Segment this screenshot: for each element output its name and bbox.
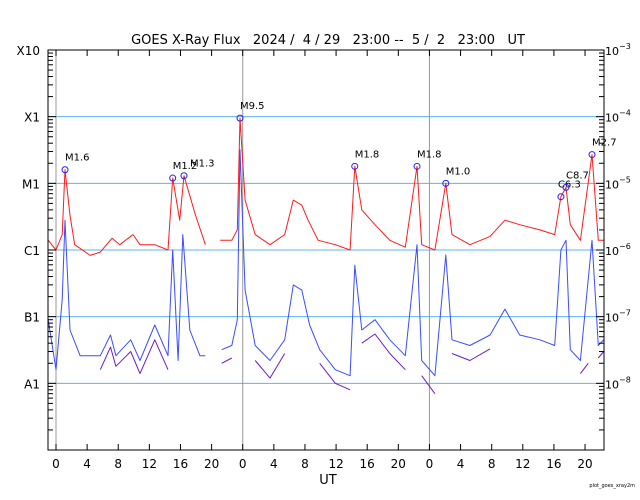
y-tick-label-left: A1	[24, 377, 40, 391]
x-tick-label: 4	[270, 457, 278, 471]
footer-label: plot_goes_xray2m	[589, 483, 635, 489]
x-tick-label: 0	[239, 457, 247, 471]
x-tick-label: 8	[114, 457, 122, 471]
x-tick-label: 4	[83, 457, 91, 471]
grid-lines	[48, 50, 604, 450]
y-tick-label-right: 10−6	[605, 242, 631, 258]
y-tick-exponent: −4	[619, 109, 631, 118]
flare-label: M9.5	[240, 101, 265, 112]
y-tick-label-right: 10−8	[605, 375, 631, 391]
flare-label: M1.0	[446, 166, 471, 177]
y-tick-exponent: −3	[619, 42, 631, 51]
flare-marker	[351, 162, 359, 170]
flare-label: C6.3	[558, 180, 581, 191]
flare-marker	[413, 162, 421, 170]
y-tick-exponent: −7	[619, 309, 631, 318]
y-tick-exponent: −6	[619, 242, 631, 251]
x-tick-label: 4	[457, 457, 465, 471]
x-tick-label: 8	[488, 457, 496, 471]
y-tick-label-left: X1	[24, 111, 40, 125]
x-tick-label: 20	[577, 457, 592, 471]
axes: 0 4 8 12 16 20 0 4 8 12 16 20 0 4 8 12 16 20 X10 X1 M1 C1 B1 A1…	[17, 42, 631, 471]
flare-label: M1.3	[190, 159, 215, 170]
flare-marker	[442, 179, 450, 187]
x-tick-label: 12	[328, 457, 343, 471]
x-tick-label: 0	[52, 457, 60, 471]
flare-marker	[180, 172, 188, 180]
series-group	[47, 117, 605, 394]
x-tick-label: 16	[360, 457, 375, 471]
y-tick-label-left: C1	[24, 244, 40, 258]
flare-marker	[169, 174, 177, 182]
flare-marker	[61, 166, 69, 174]
y-tick-label-left: X10	[17, 44, 41, 58]
x-tick-label: 8	[301, 457, 309, 471]
flare-markers: M1.6M1.2M1.3M9.5M1.8 M1.8M1.0C6.3C8.7M2.7	[61, 101, 617, 201]
flare-marker	[557, 193, 565, 201]
y-tick-label-right: 10−5	[605, 175, 631, 191]
x-tick-label: 12	[142, 457, 157, 471]
x-tick-label: 20	[204, 457, 219, 471]
series-line-short	[47, 149, 605, 377]
y-tick-label-left: B1	[24, 311, 40, 325]
series-line-long	[47, 117, 604, 256]
y-tick-exponent: −5	[619, 175, 631, 184]
x-tick-label: 16	[546, 457, 561, 471]
y-tick-label-right: 10−3	[605, 42, 631, 58]
flare-label: M1.6	[65, 153, 90, 164]
flare-label: M1.2	[173, 161, 198, 172]
flare-label: C8.7	[566, 170, 589, 181]
y-tick-label-right: 10−4	[605, 109, 631, 125]
series-line-short	[99, 333, 605, 394]
flare-label: M1.8	[355, 149, 380, 160]
flare-marker	[236, 114, 244, 122]
chart-title: GOES X-Ray Flux 2024 / 4 / 29 23:00 -- 5…	[131, 33, 525, 48]
y-tick-label-left: M1	[22, 177, 40, 191]
x-tick-label: 16	[173, 457, 188, 471]
x-tick-label: 12	[515, 457, 530, 471]
y-tick-exponent: −8	[619, 375, 631, 384]
flare-marker	[588, 151, 596, 159]
y-tick-label-right: 10−7	[605, 309, 631, 325]
x-axis-label: UT	[319, 473, 337, 488]
x-tick-label: 0	[426, 457, 434, 471]
flare-label: M1.8	[417, 149, 442, 160]
x-tick-label: 20	[391, 457, 406, 471]
flare-marker	[562, 183, 570, 191]
